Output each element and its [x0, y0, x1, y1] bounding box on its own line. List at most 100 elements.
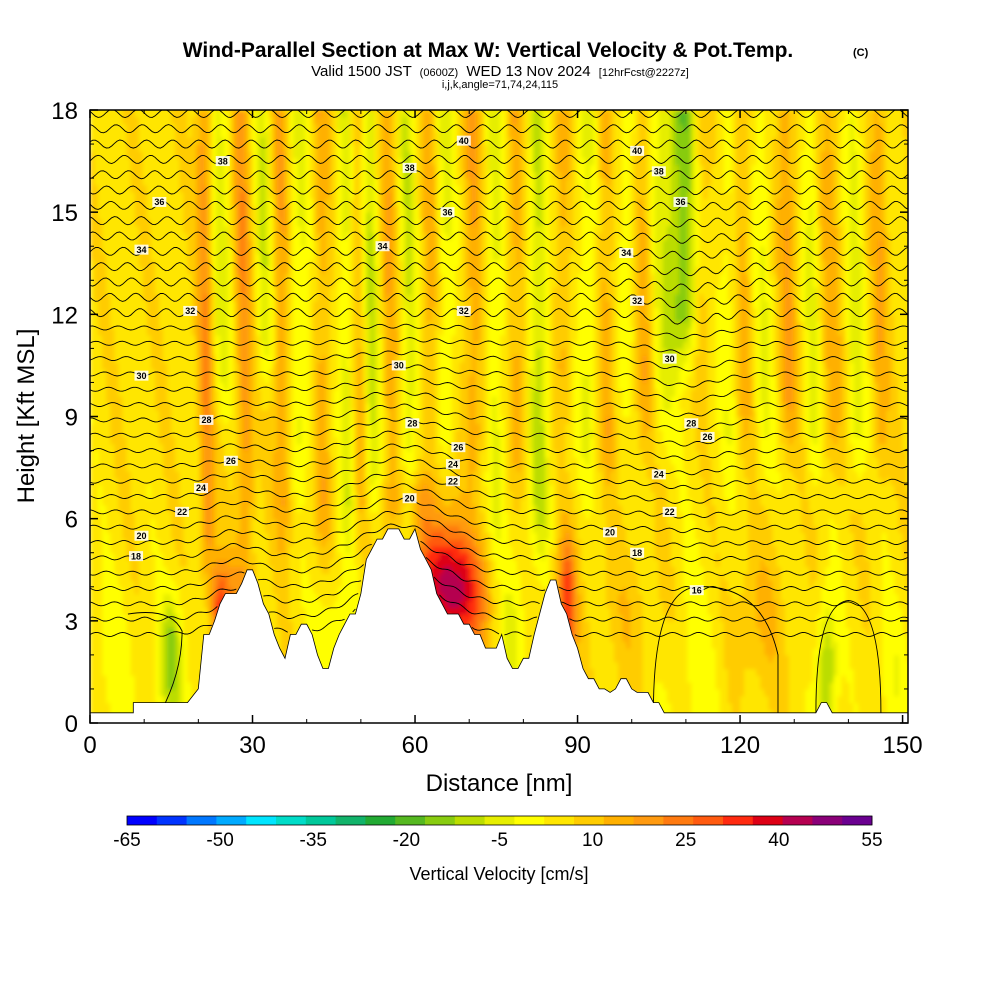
colorbar-tick-label: 25 [675, 830, 696, 851]
valid-prefix: Valid 1500 JST [311, 63, 411, 80]
contour-label: 40 [459, 136, 469, 146]
contour-label: 20 [605, 527, 615, 537]
chart-title: Wind-Parallel Section at Max W: Vertical… [183, 39, 794, 62]
theta-contour-line [90, 523, 908, 562]
colorbar-swatch [156, 816, 187, 825]
forecast-info: [12hrFcst@2227z] [599, 67, 689, 79]
terrain-profile [90, 527, 908, 723]
contour-label-box [175, 506, 190, 517]
y-tick-label: 0 [65, 711, 78, 738]
theta-contour-line [90, 363, 908, 388]
contour-label-box [134, 244, 149, 255]
contour-label-box [223, 455, 238, 466]
contour-label: 26 [453, 442, 463, 452]
colorbar-frame [126, 815, 873, 826]
theta-contour-line [90, 469, 908, 504]
colorbar-tick-label: 10 [582, 830, 603, 851]
colorbar-swatch [395, 816, 426, 825]
y-tick-label: 18 [51, 98, 78, 125]
colorbar-swatch [544, 816, 575, 825]
theta-contour-line [90, 593, 908, 622]
contour-label: 24 [448, 459, 458, 469]
contour-label: 16 [692, 585, 702, 595]
contour-label: 34 [378, 241, 388, 251]
contour-label-box [630, 145, 645, 156]
contour-label: 36 [443, 207, 453, 217]
valid-utc: (0600Z) [420, 67, 459, 79]
y-tick-label: 6 [65, 507, 78, 534]
theta-contour-line [90, 216, 908, 228]
valid-time-line: Valid 1500 JST (0600Z) WED 13 Nov 2024 [… [311, 63, 689, 80]
colorbar-swatch [782, 816, 813, 825]
colorbar-swatch [842, 816, 873, 825]
theta-contour-line [90, 390, 908, 418]
colorbar-tick-label: -65 [113, 830, 140, 851]
colorbar-swatch [574, 816, 605, 825]
theta-contour-line [90, 510, 908, 548]
contour-label: 22 [448, 476, 458, 486]
contour-label: 26 [226, 456, 236, 466]
y-tick-label: 3 [65, 609, 78, 636]
contour-label-box [152, 196, 167, 207]
theta-contour-line [815, 599, 882, 713]
contour-label-box [375, 241, 390, 252]
colorbar-swatch [484, 816, 515, 825]
contour-labels: 16 18 18 20 20 20 22 22 22 24 24 24 26 26 26 28 28 28 30 30… [129, 135, 715, 595]
contour-label-box [630, 547, 645, 558]
contour-label: 36 [675, 197, 685, 207]
theta-contour-line [90, 540, 908, 577]
contour-label-box [405, 418, 420, 429]
theta-contour-line [90, 277, 908, 293]
theta-contour-line [90, 417, 908, 447]
colorbar-tick-label: -35 [300, 830, 327, 851]
colorbar-swatch [693, 816, 724, 825]
contour-label-box [445, 459, 460, 470]
contour-label: 18 [131, 551, 141, 561]
x-axis-label: Distance [nm] [426, 770, 573, 797]
contour-label-box [662, 506, 677, 517]
colorbar-tick-label: 40 [768, 830, 789, 851]
theta-contour-line [90, 170, 908, 180]
contour-label-box [183, 305, 198, 316]
theta-contour-line [90, 323, 908, 340]
colorbar-tick-label: 55 [861, 830, 882, 851]
colorbar-title: Vertical Velocity [cm/s] [409, 864, 588, 884]
x-tick-label: 30 [239, 732, 266, 759]
theta-contour-line [90, 139, 908, 149]
contour-label-box [651, 469, 666, 480]
colorbar-swatch [276, 816, 307, 825]
theta-contour-line [90, 557, 908, 591]
contour-label-box [440, 207, 455, 218]
theta-contour-line [90, 403, 908, 432]
contour-label: 22 [177, 507, 187, 517]
colorbar-swatch [633, 816, 664, 825]
contour-label-box [402, 162, 417, 173]
colorbar-tick-label: -50 [206, 830, 233, 851]
theta-contour-line [90, 496, 908, 534]
section-params: i,j,k,angle=71,74,24,115 [442, 79, 558, 91]
contour-label: 32 [632, 296, 642, 306]
contour-label: 38 [405, 163, 415, 173]
potential-temperature-contours [90, 110, 908, 713]
contour-label: 18 [632, 548, 642, 558]
contour-label: 30 [136, 371, 146, 381]
contour-label: 36 [154, 197, 164, 207]
x-tick-label: 0 [83, 732, 96, 759]
contour-label: 38 [218, 156, 228, 166]
copyright-mark: (C) [853, 47, 869, 59]
colorbar-swatch [127, 816, 158, 825]
contour-label: 20 [405, 493, 415, 503]
theta-contour-line [90, 185, 908, 196]
contour-label-box [456, 305, 471, 316]
contour-label-box [700, 431, 715, 442]
contour-label-box [129, 551, 144, 562]
y-tick-label: 12 [51, 302, 78, 329]
colorbar-swatch [186, 816, 217, 825]
contour-label-box [199, 414, 214, 425]
contour-label: 24 [196, 483, 206, 493]
theta-contour-line [90, 430, 908, 461]
colorbar-swatch [246, 816, 277, 825]
y-tick-label: 15 [51, 200, 78, 227]
